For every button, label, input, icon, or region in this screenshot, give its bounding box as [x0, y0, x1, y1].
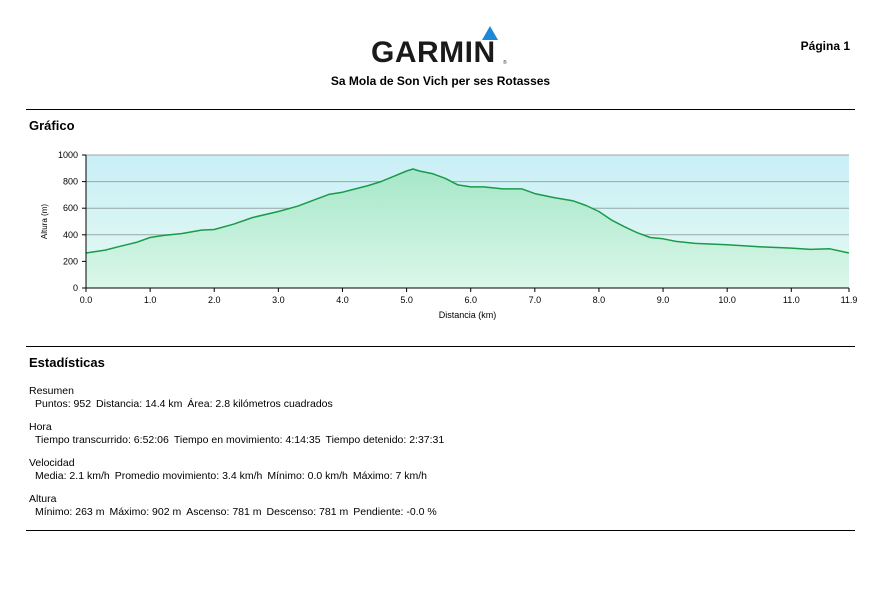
stat-value: Mínimo: 0.0 km/h [267, 470, 348, 482]
y-tick-label: 200 [63, 256, 78, 266]
y-tick-label: 600 [63, 203, 78, 213]
stat-heading: Altura [29, 493, 57, 505]
stat-value: Mínimo: 263 m [35, 506, 105, 518]
y-tick-label: 1000 [58, 150, 78, 160]
stat-value: Máximo: 902 m [109, 506, 182, 518]
y-axis-label: Altura (m) [40, 204, 49, 239]
x-axis-label: Distancia (km) [439, 310, 497, 320]
stat-value: Media: 2.1 km/h [35, 470, 110, 482]
garmin-logo: GARMIN ® [371, 24, 511, 70]
header-divider [26, 109, 855, 110]
x-tick-label: 6.0 [464, 295, 477, 305]
stat-group-speed: Velocidad Media: 2.1 km/h Promedio movimi… [29, 457, 849, 483]
x-tick-label: 11.0 [783, 295, 800, 305]
stat-values: Media: 2.1 km/h Promedio movimiento: 3.4 … [29, 470, 849, 483]
stat-values: Mínimo: 263 m Máximo: 902 m Ascenso: 781 m… [29, 506, 849, 519]
page-number: Página 1 [800, 39, 850, 53]
footer-divider [26, 530, 855, 531]
x-tick-label: 3.0 [272, 295, 285, 305]
x-tick-label: 1.0 [144, 295, 157, 305]
elevation-line [85, 168, 850, 254]
y-tick-label: 400 [63, 230, 78, 240]
x-tick-label: 0.0 [80, 295, 93, 305]
statistics-list: Resumen Puntos: 952 Distancia: 14.4 km Áre… [29, 385, 849, 529]
stat-values: Tiempo transcurrido: 6:52:06 Tiempo en mo… [29, 434, 849, 447]
stat-value: Puntos: 952 [35, 398, 92, 410]
stat-group-summary: Resumen Puntos: 952 Distancia: 14.4 km Áre… [29, 385, 849, 411]
y-tick-label: 800 [63, 177, 78, 187]
x-tick-label: 5.0 [400, 295, 413, 305]
stat-value: Descenso: 781 m [266, 506, 349, 518]
stat-value: Distancia: 14.4 km [96, 398, 183, 410]
stat-group-altitude: Altura Mínimo: 263 m Máximo: 902 m Ascenso… [29, 493, 849, 519]
chart-section-title: Gráfico [29, 118, 75, 133]
x-tick-label: 10.0 [718, 295, 736, 305]
x-tick-label: 11.9 [841, 295, 858, 305]
garmin-logo-text: GARMIN [371, 36, 496, 69]
stat-group-time: Hora Tiempo transcurrido: 6:52:06 Tiempo … [29, 421, 849, 447]
stat-value: Ascenso: 781 m [186, 506, 262, 518]
y-tick-label: 0 [73, 283, 78, 293]
stat-value: Máximo: 7 km/h [352, 470, 427, 482]
garmin-triangle-icon [482, 26, 498, 40]
stat-value: Promedio movimiento: 3.4 km/h [114, 470, 263, 482]
stat-value: Tiempo en movimiento: 4:14:35 [173, 434, 321, 446]
chart-divider [26, 346, 855, 347]
stat-value: Tiempo detenido: 2:37:31 [325, 434, 445, 446]
x-tick-label: 8.0 [593, 295, 606, 305]
elevation-area [86, 169, 849, 288]
stats-section-title: Estadísticas [29, 355, 105, 370]
stat-values: Puntos: 952 Distancia: 14.4 km Área: 2.8 k… [29, 398, 849, 411]
stat-heading: Resumen [29, 385, 74, 397]
registered-mark: ® [503, 60, 507, 66]
document-title: Sa Mola de Son Vich per ses Rotasses [330, 74, 551, 88]
x-tick-label: 2.0 [208, 295, 221, 305]
stat-heading: Hora [29, 421, 52, 433]
stat-value: Tiempo transcurrido: 6:52:06 [35, 434, 169, 446]
x-tick-label: 7.0 [529, 295, 542, 305]
x-tick-label: 9.0 [657, 295, 670, 305]
stat-value: Pendiente: -0.0 % [353, 506, 437, 518]
chart-axes [85, 155, 849, 289]
x-tick-label: 4.0 [336, 295, 349, 305]
tick-labels: 0 200 400 600 800 1000 0.0 1.0 2.0 3.0 4.0 5.0 6.0 7.… [58, 150, 857, 305]
stat-value: Área: 2.8 kilómetros cuadrados [187, 398, 333, 410]
stat-heading: Velocidad [29, 457, 75, 469]
